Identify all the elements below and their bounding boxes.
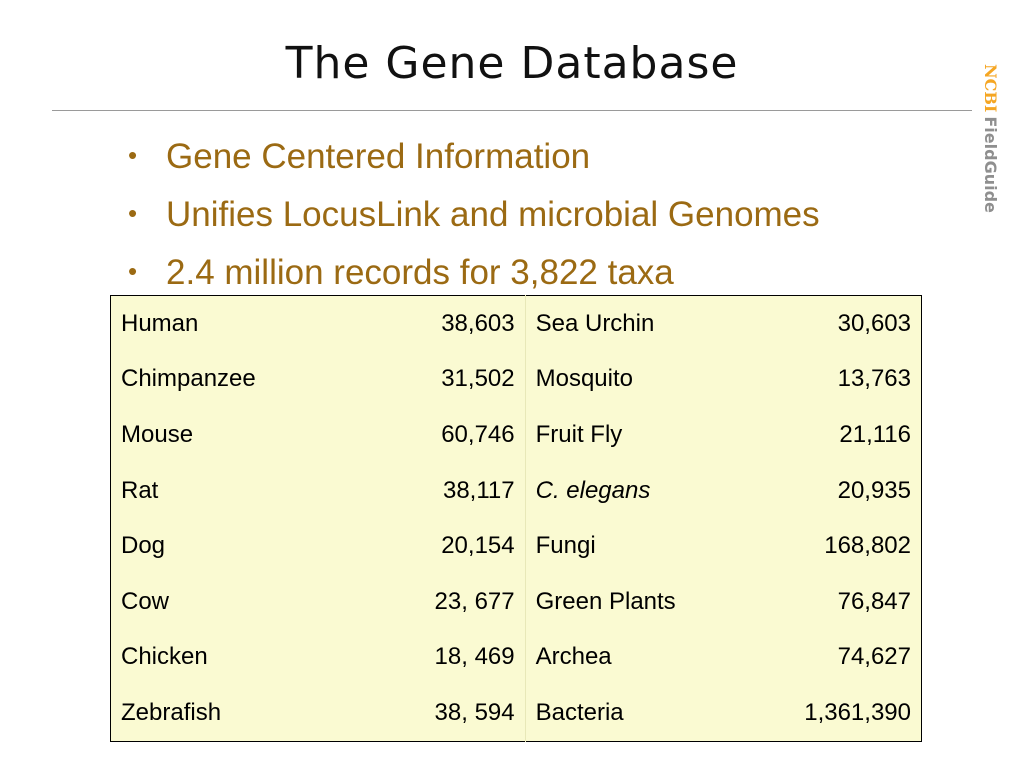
organism-name: Fungi	[535, 532, 596, 560]
gene-count: 13,763	[837, 365, 911, 393]
table-row: Dog 20,154 Fungi 168,802	[111, 518, 922, 574]
organism-name: Human	[121, 309, 199, 337]
gene-count: 20,935	[837, 476, 911, 504]
organism-name: Mosquito	[535, 365, 633, 393]
gene-count: 38,603	[316, 295, 526, 352]
ncbi-fieldguide-logo: NCBI FieldGuide	[981, 64, 1000, 213]
gene-count: 168,802	[824, 532, 911, 560]
gene-count: 23, 677	[316, 573, 526, 630]
table-row: Cow 23, 677 Green Plants 76,847	[111, 573, 922, 630]
gene-count: 1,361,390	[804, 698, 911, 726]
gene-count: 31,502	[316, 351, 526, 408]
table-row: Human 38,603 Sea Urchin 30,603	[111, 295, 922, 352]
bullet-text: Gene Centered Information	[166, 137, 591, 176]
table-row: Chicken 18, 469 Archea 74,627	[111, 629, 922, 686]
table-row: Chimpanzee 31,502 Mosquito 13,763	[111, 351, 922, 408]
organism-name: Chicken	[121, 643, 208, 671]
gene-count: 30,603	[837, 309, 911, 337]
gene-count: 18, 469	[316, 629, 526, 686]
organism-name: Rat	[121, 476, 159, 504]
organism-name: Cow	[121, 587, 170, 615]
table-row: Zebrafish 38, 594 Bacteria 1,361,390	[111, 685, 922, 742]
table-row: Rat 38,117 C. elegans 20,935	[111, 462, 922, 519]
gene-count: 76,847	[837, 587, 911, 615]
organism-name: Archea	[535, 643, 612, 671]
bullet-dot-icon: •	[128, 198, 138, 228]
gene-count: 21,116	[839, 420, 911, 448]
organism-name: Sea Urchin	[535, 309, 655, 337]
organism-name: Bacteria	[535, 698, 624, 726]
logo-fieldguide-text: FieldGuide	[981, 116, 1000, 213]
organism-name: Green Plants	[535, 587, 676, 615]
bullet-dot-icon: •	[128, 140, 138, 170]
gene-count: 74,627	[837, 643, 911, 671]
bullet-list: • Gene Centered Information • Unifies Locu…	[122, 126, 820, 300]
title-divider	[52, 110, 972, 111]
organism-name: Zebrafish	[121, 698, 222, 726]
slide-title: The Gene Database	[285, 38, 739, 89]
bullet-item: • Unifies LocusLink and microbial Genomes	[122, 184, 820, 242]
gene-count: 20,154	[316, 518, 526, 574]
organism-name: C. elegans	[535, 476, 651, 504]
gene-count: 38, 594	[316, 685, 526, 742]
bullet-item: • Gene Centered Information	[122, 126, 820, 184]
bullet-text: Unifies LocusLink and microbial Genomes	[166, 195, 820, 234]
organism-name: Mouse	[121, 420, 194, 448]
bullet-item: • 2.4 million records for 3,822 taxa	[122, 242, 820, 300]
bullet-text: 2.4 million records for 3,822 taxa	[166, 253, 674, 292]
bullet-dot-icon: •	[128, 256, 138, 286]
organism-name: Chimpanzee	[121, 365, 256, 393]
organism-name: Dog	[121, 532, 166, 560]
gene-count-table: Human 38,603 Sea Urchin 30,603 Chimpanze…	[110, 295, 922, 742]
gene-count: 60,746	[316, 407, 526, 463]
gene-count: 38,117	[316, 462, 526, 519]
table-row: Mouse 60,746 Fruit Fly 21,116	[111, 407, 922, 463]
logo-ncbi-text: NCBI	[981, 64, 1000, 113]
organism-name: Fruit Fly	[535, 420, 623, 448]
